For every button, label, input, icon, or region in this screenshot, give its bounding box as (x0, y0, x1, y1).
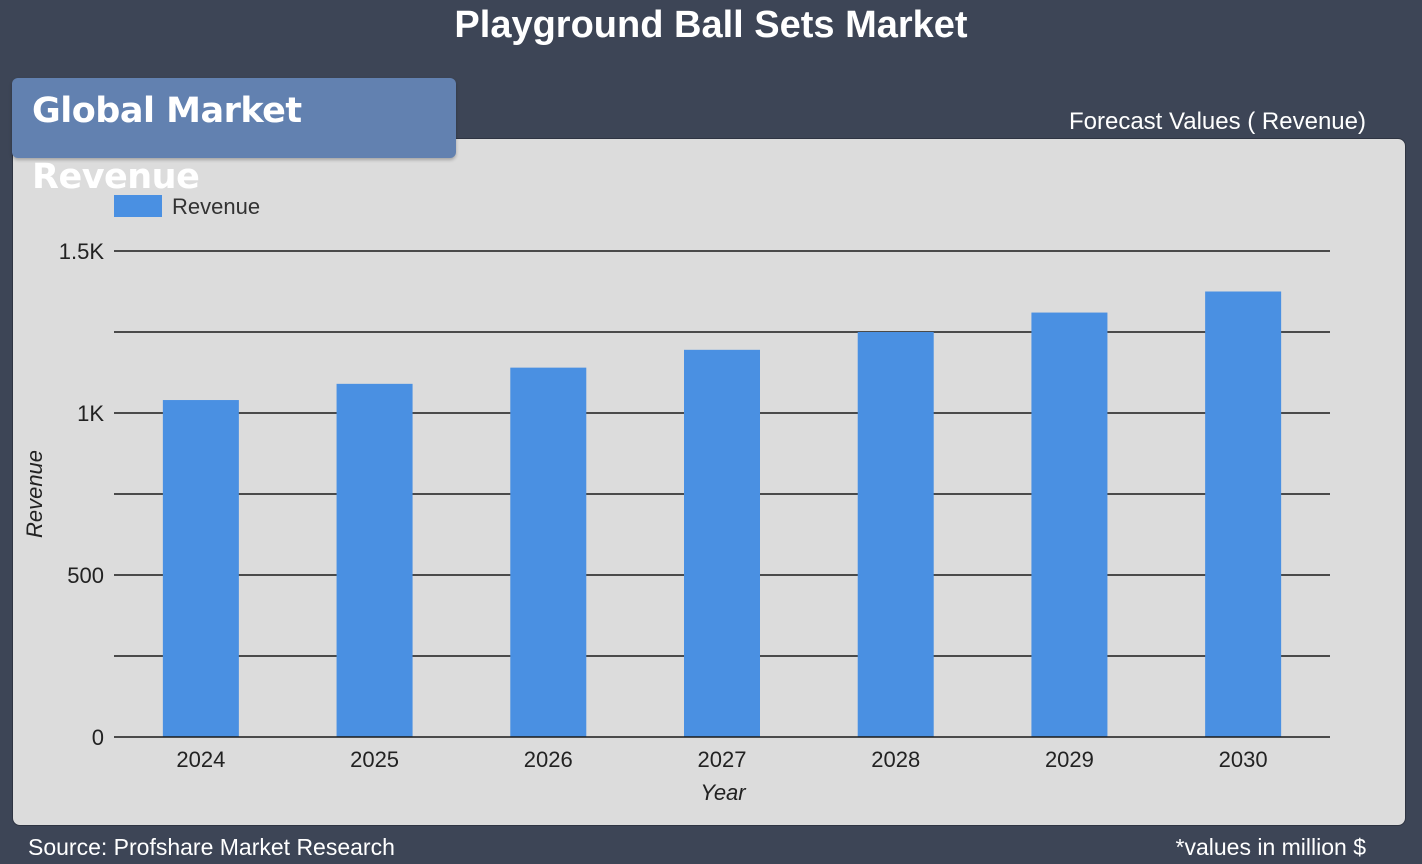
forecast-label: Forecast Values ( Revenue) (1068, 108, 1366, 135)
legend-label-revenue: Revenue (172, 194, 260, 219)
y-tick-label: 0 (92, 725, 104, 750)
bar-2025 (336, 383, 413, 737)
x-tick-label: 2030 (1219, 747, 1268, 772)
y-tick-label: 500 (67, 563, 104, 588)
y-axis-title: Revenue (22, 450, 47, 538)
legend: Revenue (114, 194, 260, 219)
y-tick-label: 1.5K (59, 239, 105, 264)
bar-2030 (1205, 291, 1282, 737)
x-tick-label: 2028 (871, 747, 920, 772)
x-tick-label: 2027 (698, 747, 747, 772)
footer-source: Source: Profshare Market Research (28, 834, 395, 860)
x-tick-label: 2026 (524, 747, 573, 772)
bar-2027 (684, 349, 760, 737)
bars (162, 291, 1282, 737)
x-tick-label: 2024 (176, 747, 225, 772)
section-tab-label: Global Market Revenue (32, 91, 302, 197)
bar-2024 (162, 400, 239, 737)
bar-2026 (510, 367, 587, 737)
page-title: Playground Ball Sets Market (454, 4, 968, 46)
y-tick-label: 1K (77, 401, 104, 426)
x-tick-label: 2029 (1045, 747, 1094, 772)
section-tab: Global Market Revenue (12, 78, 456, 197)
footer-units-note: *values in million $ (1175, 834, 1366, 860)
legend-swatch-revenue (114, 195, 162, 217)
bar-2029 (1031, 312, 1108, 737)
axes: 0 500 1K 1.5K 2024 2025 2026 2027 2028 2029 2030 (59, 239, 1330, 772)
bar-2028 (857, 332, 934, 737)
x-tick-label: 2025 (350, 747, 399, 772)
x-axis-title: Year (700, 780, 747, 805)
